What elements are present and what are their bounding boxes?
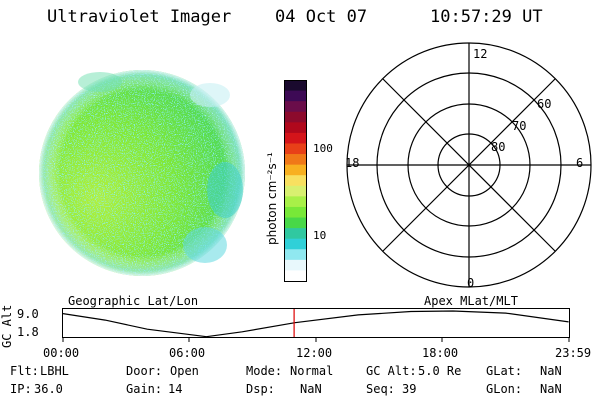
colorbar-stripe [284,90,307,102]
altitude-curve [62,310,569,338]
colorbar-tick-10: 10 [313,229,327,242]
seq-value: 39 [402,382,417,396]
uv-cyan-patch [190,83,230,107]
door-value: Open [170,364,199,378]
time-label: 10:57:29 UT [430,7,543,27]
colorbar-stripe [284,154,307,166]
uv-cyan-patch [207,162,243,218]
timeline-xtick-0600: 06:00 [169,346,206,360]
timeline-xtick-1800: 18:00 [422,346,459,360]
timeline-xtick-1200: 12:00 [296,346,333,360]
mode-label: Mode: [246,364,283,378]
colorbar-stripe [284,122,307,134]
colorbar-stripe [284,206,307,219]
colorbar-frame [284,80,307,282]
colorbar-stripe [284,249,307,261]
date-label: 04 Oct 07 [275,7,368,27]
uv-disk-limb [39,70,245,276]
colorbar-stripe [284,80,307,92]
instrument-title: Ultraviolet Imager [47,7,232,27]
colorbar [284,80,307,282]
mlt-label-0: 0 [467,276,475,290]
colorbar-stripes [284,80,307,282]
colorbar-stripe [284,143,307,155]
dsp-label: Dsp: [246,382,275,396]
colorbar-stripe [284,132,307,145]
colorbar-tick-100: 100 [313,142,333,155]
glon-value: NaN [540,382,562,396]
glat-value: NaN [540,364,562,378]
timeline-ymax: 9.0 [17,307,39,321]
gcalt-value: 5.0 Re [418,364,462,378]
uv-cyan-patch [78,72,122,92]
timeline-ticks [62,337,570,342]
flt-label: Flt: [10,364,39,378]
glat-label: GLat: [486,364,523,378]
colorbar-stripe [284,101,307,113]
polar-diagonal [382,78,556,252]
ip-label: IP: [10,382,32,396]
mode-value: Normal [290,364,334,378]
timeline-right-title: Apex MLat/MLT [424,294,518,308]
timeline-xtick-0000: 00:00 [43,346,80,360]
dsp-value: NaN [300,382,322,396]
colorbar-stripe [284,238,307,250]
gain-label: Gain: [126,382,163,396]
lat-label-80: 80 [491,140,506,154]
flt-value: LBHL [40,364,69,378]
mlt-label-6: 6 [576,156,584,170]
lat-label-70: 70 [512,119,527,133]
timeline-ymin: 1.8 [17,325,39,339]
mlt-label-18: 18 [345,156,360,170]
seq-label: Seq: [366,382,395,396]
gain-value: 14 [168,382,183,396]
uv-cyan-patch [183,227,227,263]
timeline-xtick-2359: 23:59 [555,346,592,360]
gcalt-label: GC Alt: [366,364,417,378]
colorbar-stripe [284,111,307,123]
colorbar-stripe [284,270,307,282]
colorbar-stripe [284,228,307,240]
mlt-label-12: 12 [473,47,488,61]
ip-value: 36.0 [34,382,63,396]
colorbar-stripe [284,196,307,208]
colorbar-stripe [284,164,307,176]
glon-label: GLon: [486,382,523,396]
lat-label-60: 60 [537,97,552,111]
colorbar-stripe [284,217,307,229]
colorbar-stripe [284,259,307,272]
colorbar-stripe [284,175,307,187]
timeline-left-title: Geographic Lat/Lon [68,294,199,308]
colorbar-stripe [284,185,307,197]
door-label: Door: [126,364,163,378]
